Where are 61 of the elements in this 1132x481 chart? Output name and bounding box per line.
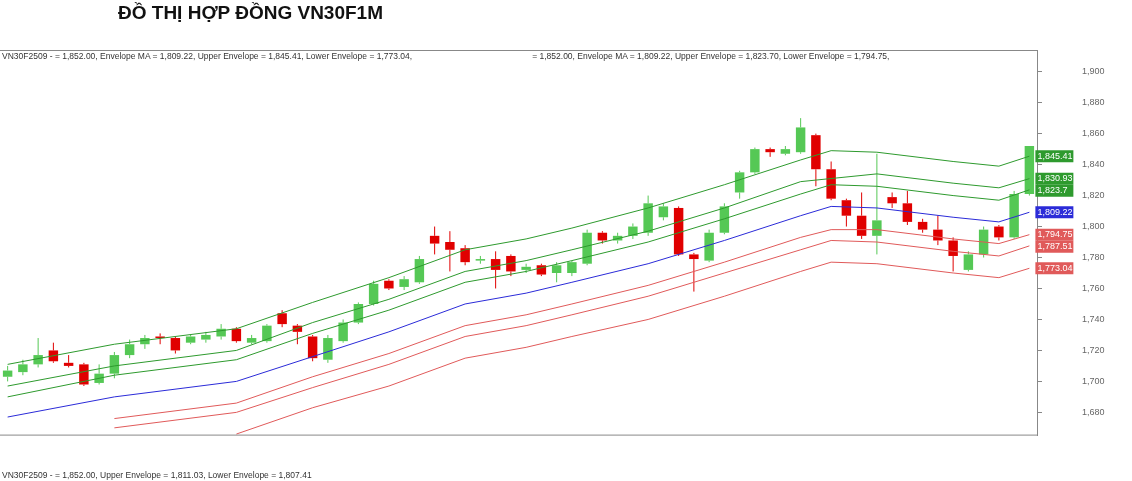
candlestick xyxy=(18,359,28,376)
candlestick xyxy=(1024,146,1035,197)
candlestick xyxy=(399,275,409,291)
y-tick-label: 1,800 xyxy=(1082,221,1105,232)
candlestick xyxy=(902,190,913,226)
y-tick-label: 1,860 xyxy=(1082,128,1105,139)
data-label: 1,845.41 xyxy=(1037,150,1073,161)
y-tick-label: 1,700 xyxy=(1082,375,1105,386)
y-tick-label: 1,900 xyxy=(1082,66,1105,77)
text: VN30F2509 - = 1,852.00, Upper Envelope = 1,811.03, Lower Envelope = 1,807.41 xyxy=(2,470,312,480)
candlestick xyxy=(704,229,714,263)
candlestick xyxy=(170,335,181,355)
candlestick xyxy=(750,147,760,175)
y-tick-label: 1,740 xyxy=(1082,313,1105,324)
candlestick xyxy=(155,332,165,345)
candlestick xyxy=(384,278,394,291)
data-label: 1,794.75 xyxy=(1037,229,1073,240)
candlestick xyxy=(795,117,806,155)
annotation: = 1,852.00, Envelope MA = 1,809.22, Upper Envelope = 1,823.70, Lower Envelope = 1,794.75, xyxy=(532,51,890,61)
candlestick xyxy=(765,147,775,158)
y-tick-label: 1,840 xyxy=(1082,159,1105,170)
candlestick xyxy=(262,323,272,344)
data-label: 1,773.04 xyxy=(1037,262,1073,273)
candlestick xyxy=(460,244,470,266)
candlestick xyxy=(948,236,958,272)
candlestick xyxy=(567,260,577,277)
candlestick xyxy=(277,309,287,328)
candlestick xyxy=(811,133,821,187)
candlestick xyxy=(338,318,348,344)
y-tick-label: 1,680 xyxy=(1082,406,1105,417)
candlestick xyxy=(826,161,836,201)
y-tick-label: 1,780 xyxy=(1082,252,1105,262)
y-tick-label: 1,820 xyxy=(1082,190,1105,201)
candlestick xyxy=(887,191,897,209)
data-label: 1,809.22 xyxy=(1037,206,1073,217)
candlestick xyxy=(994,224,1004,241)
chart-title: ĐỒ THỊ HỢP ĐỒNG VN30F1M xyxy=(118,2,384,24)
candlestick xyxy=(506,253,516,277)
candlestick xyxy=(201,331,211,344)
candlestick xyxy=(872,153,882,255)
y-tick-label: 1,720 xyxy=(1082,344,1105,355)
candlestick xyxy=(1009,190,1019,240)
data-label: 1,787.51 xyxy=(1037,241,1073,252)
candlestick xyxy=(323,334,333,364)
data-label: 1,830.93 xyxy=(1037,173,1073,184)
candlestick xyxy=(551,261,562,283)
candlestick xyxy=(475,255,486,265)
candlestick xyxy=(856,191,867,240)
candlestick xyxy=(445,230,455,272)
candlestick xyxy=(643,195,653,237)
candlestick xyxy=(429,226,440,255)
candlestick xyxy=(521,263,531,274)
candlestick xyxy=(582,229,592,266)
candlestick xyxy=(689,252,699,293)
data-label: 1,823.7 xyxy=(1037,185,1068,196)
candlestick xyxy=(63,354,74,368)
candlestick xyxy=(917,218,928,234)
candlestick xyxy=(2,365,13,382)
y-tick-label: 1,880 xyxy=(1082,97,1105,108)
annotation: VN30F2509 - = 1,852.00, Envelope MA = 1,809.22, Upper Envelope = 1,845.41, Lower Envelope = 1,773.04, xyxy=(2,51,413,61)
y-tick-label: 1,760 xyxy=(1082,282,1105,293)
